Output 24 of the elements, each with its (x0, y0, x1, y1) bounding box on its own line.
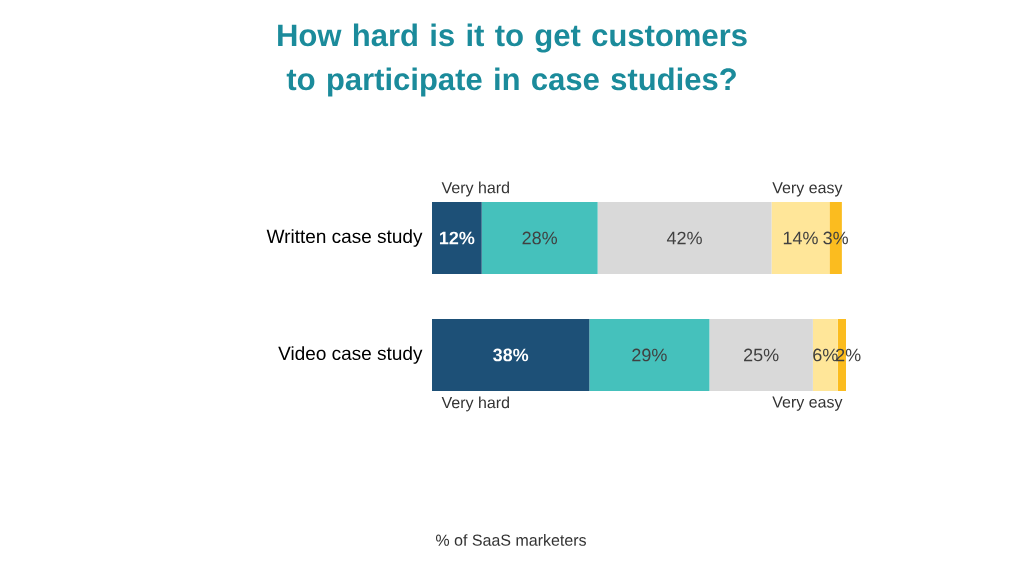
bar (709, 318, 813, 391)
data-label: 25% (744, 348, 779, 362)
data-label: 6% (813, 348, 838, 362)
y-tick-label: Video case study (278, 346, 423, 364)
bar (589, 318, 710, 391)
data-label: 3% (823, 231, 849, 245)
y-tick-label: Written case study (266, 229, 423, 247)
data-label: 14% (783, 231, 818, 245)
annotation: Very hard (441, 396, 509, 412)
bar (481, 201, 598, 274)
bar (432, 318, 590, 391)
chart-title: How hard is it to get customers to participate in case studies? (278, 23, 747, 97)
data-label: 42% (666, 231, 702, 245)
annotation: Very easy (772, 182, 843, 197)
bar (812, 318, 838, 391)
bar (432, 201, 482, 274)
data-label: 28% (522, 231, 558, 245)
annotation: Very easy (772, 396, 843, 411)
data-label: 29% (632, 348, 667, 362)
bar (597, 201, 772, 274)
data-label: 38% (493, 348, 529, 362)
data-label: 12% (439, 231, 475, 245)
text: % of SaaS marketers (436, 534, 586, 546)
annotation: Very hard (441, 181, 509, 197)
